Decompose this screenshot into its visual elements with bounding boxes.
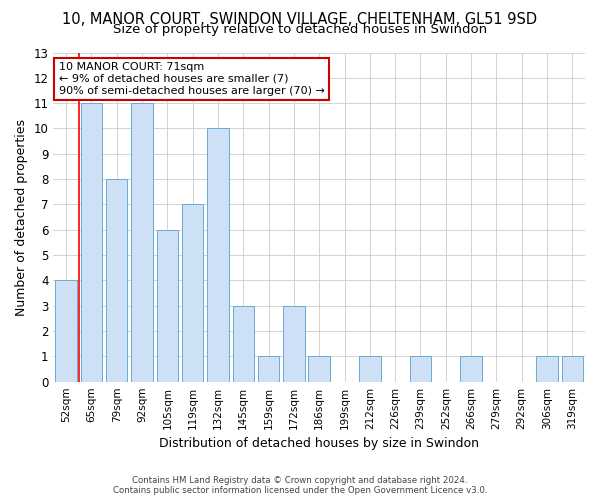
Bar [80,103,102,382]
Text: Contains HM Land Registry data © Crown copyright and database right 2024.
Contai: Contains HM Land Registry data © Crown c… [113,476,487,495]
Bar [460,356,482,382]
Bar [55,280,77,382]
Bar [207,128,229,382]
Bar [283,306,305,382]
Bar [182,204,203,382]
Bar [106,179,127,382]
Text: 10, MANOR COURT, SWINDON VILLAGE, CHELTENHAM, GL51 9SD: 10, MANOR COURT, SWINDON VILLAGE, CHELTE… [62,12,538,28]
Bar [258,356,280,382]
Text: 10 MANOR COURT: 71sqm
← 9% of detached houses are smaller (7)
90% of semi-detach: 10 MANOR COURT: 71sqm ← 9% of detached h… [59,62,325,96]
Bar [157,230,178,382]
Text: Size of property relative to detached houses in Swindon: Size of property relative to detached ho… [113,22,487,36]
Bar [131,103,153,382]
Bar [410,356,431,382]
X-axis label: Distribution of detached houses by size in Swindon: Distribution of detached houses by size … [159,437,479,450]
Bar [359,356,380,382]
Bar [233,306,254,382]
Bar [536,356,558,382]
Y-axis label: Number of detached properties: Number of detached properties [15,118,28,316]
Bar [308,356,330,382]
Bar [562,356,583,382]
